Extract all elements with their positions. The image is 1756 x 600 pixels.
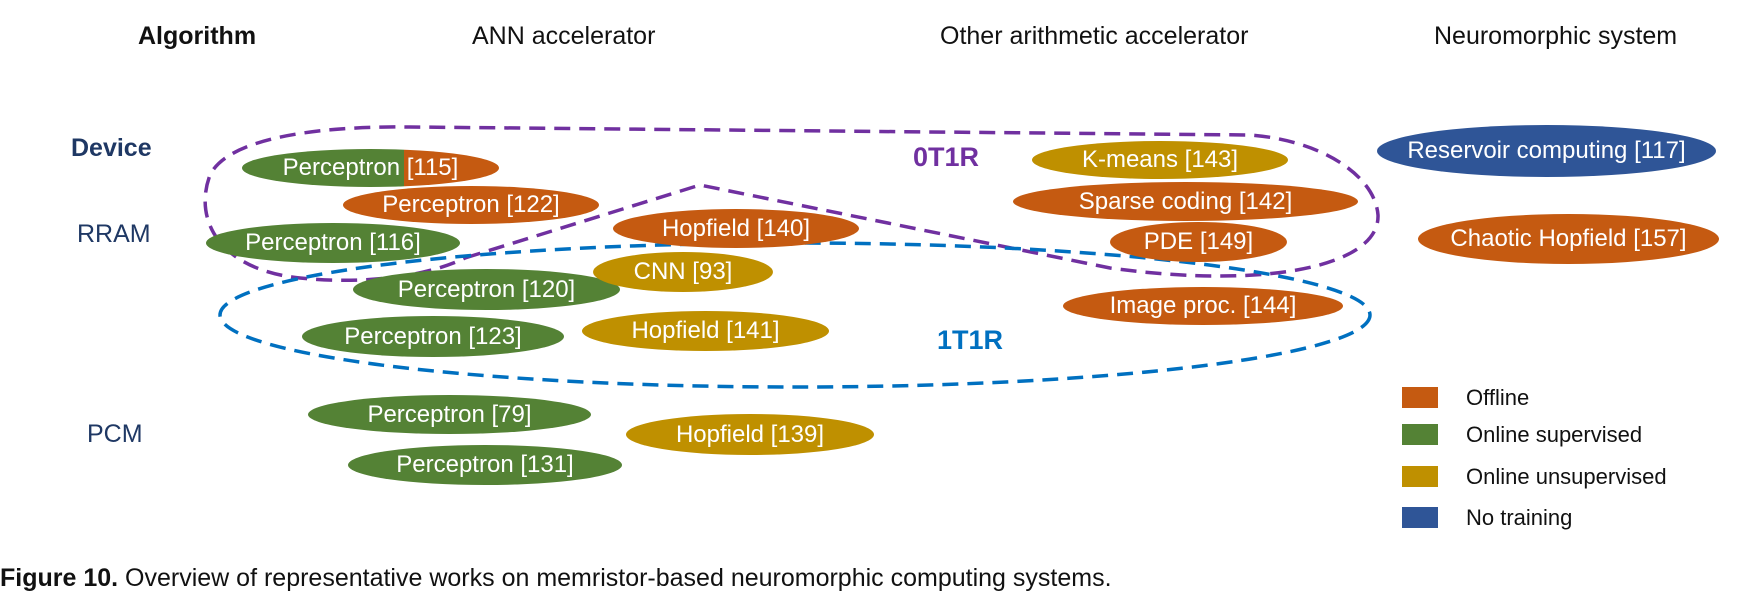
work-perceptron-116: Perceptron [116]: [206, 223, 460, 263]
work-image-proc-144: Image proc. [144]: [1063, 287, 1343, 325]
group-0t1r-outline: [203, 125, 1380, 283]
group-label-0t1r: 0T1R: [913, 142, 980, 172]
row-label-pcm: PCM: [87, 420, 143, 448]
header-ann-accelerator: ANN accelerator: [472, 22, 656, 50]
work-hopfield-139: Hopfield [139]: [626, 414, 874, 455]
header-algorithm: Algorithm: [138, 22, 257, 50]
work-chaotic-hopfield-157: Chaotic Hopfield [157]: [1418, 214, 1719, 264]
legend-swatch-no-training: [1402, 507, 1438, 528]
row-label-device: Device: [71, 134, 152, 162]
row-label-rram: RRAM: [77, 220, 151, 248]
work-perceptron-115: Perceptron [115]: [242, 149, 499, 187]
work-sparse-coding-142: Sparse coding [142]: [1013, 182, 1358, 221]
legend-swatch-offline: [1402, 387, 1438, 408]
legend-label: Online unsupervised: [1466, 464, 1667, 489]
figure-caption: Figure 10. Overview of representative wo…: [0, 564, 1112, 593]
group-label-1t1r: 1T1R: [937, 325, 1004, 355]
work-k-means-143: K-means [143]: [1032, 141, 1288, 179]
header-neuromorphic: Neuromorphic system: [1434, 22, 1678, 50]
work-reservoir-computing-117: Reservoir computing [117]: [1377, 125, 1716, 177]
work-perceptron-131: Perceptron [131]: [348, 445, 622, 485]
legend-label: Offline: [1466, 385, 1530, 410]
work-perceptron-123: Perceptron [123]: [302, 316, 564, 357]
header-other-accelerator: Other arithmetic accelerator: [940, 22, 1249, 50]
legend-label: No training: [1466, 505, 1573, 530]
work-hopfield-140: Hopfield [140]: [613, 209, 859, 248]
work-cnn-93: CNN [93]: [593, 252, 773, 292]
legend-swatch-online-unsupervised: [1402, 466, 1438, 487]
work-perceptron-79: Perceptron [79]: [308, 395, 591, 434]
figure-label: Figure 10.: [0, 564, 119, 592]
work-hopfield-141: Hopfield [141]: [582, 311, 829, 351]
work-perceptron-120: Perceptron [120]: [353, 269, 620, 310]
legend-label: Online supervised: [1466, 422, 1643, 447]
work-pde-149: PDE [149]: [1110, 222, 1287, 262]
legend-swatch-online-supervised: [1402, 424, 1438, 445]
work-perceptron-122: Perceptron [122]: [343, 186, 599, 224]
caption-text: Overview of representative works on memr…: [118, 564, 1112, 592]
